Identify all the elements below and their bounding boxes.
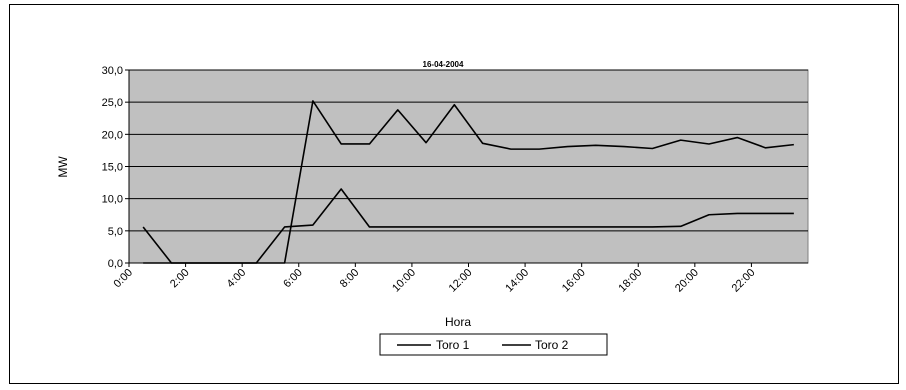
legend: Toro 1 Toro 2 (379, 333, 608, 356)
chart-title: 16-04-2004 (423, 60, 464, 69)
x-tick-label: 20:00 (673, 267, 701, 295)
x-tick-label: 18:00 (616, 267, 644, 295)
x-axis-title: Hora (445, 315, 471, 329)
y-tick-label: 5,0 (108, 226, 123, 238)
x-tick-label: 2:00 (168, 267, 192, 291)
y-axis-title: MW (56, 156, 70, 178)
y-tick-label: 0,0 (108, 258, 123, 270)
y-tick-label: 20,0 (102, 129, 123, 141)
legend-label-toro-2: Toro 2 (535, 338, 569, 352)
y-tick-label: 30,0 (102, 65, 123, 77)
legend-label-toro-1: Toro 1 (436, 338, 470, 352)
x-tick-label: 6:00 (281, 267, 305, 291)
y-tick-label: 25,0 (102, 97, 123, 109)
x-tick-label: 22:00 (730, 267, 758, 295)
x-tick-label: 16:00 (560, 267, 588, 295)
x-tick-label: 14:00 (503, 267, 531, 295)
series-line-toro-2 (143, 100, 794, 264)
y-tick-label: 15,0 (102, 162, 123, 174)
legend-box (379, 333, 608, 356)
x-tick-label: 12:00 (447, 267, 475, 295)
x-tick-label: 4:00 (225, 267, 249, 291)
x-tick-label: 0:00 (111, 267, 135, 291)
x-tick-label: 10:00 (390, 267, 418, 295)
x-tick-label: 8:00 (338, 267, 362, 291)
y-tick-label: 10,0 (102, 194, 123, 206)
